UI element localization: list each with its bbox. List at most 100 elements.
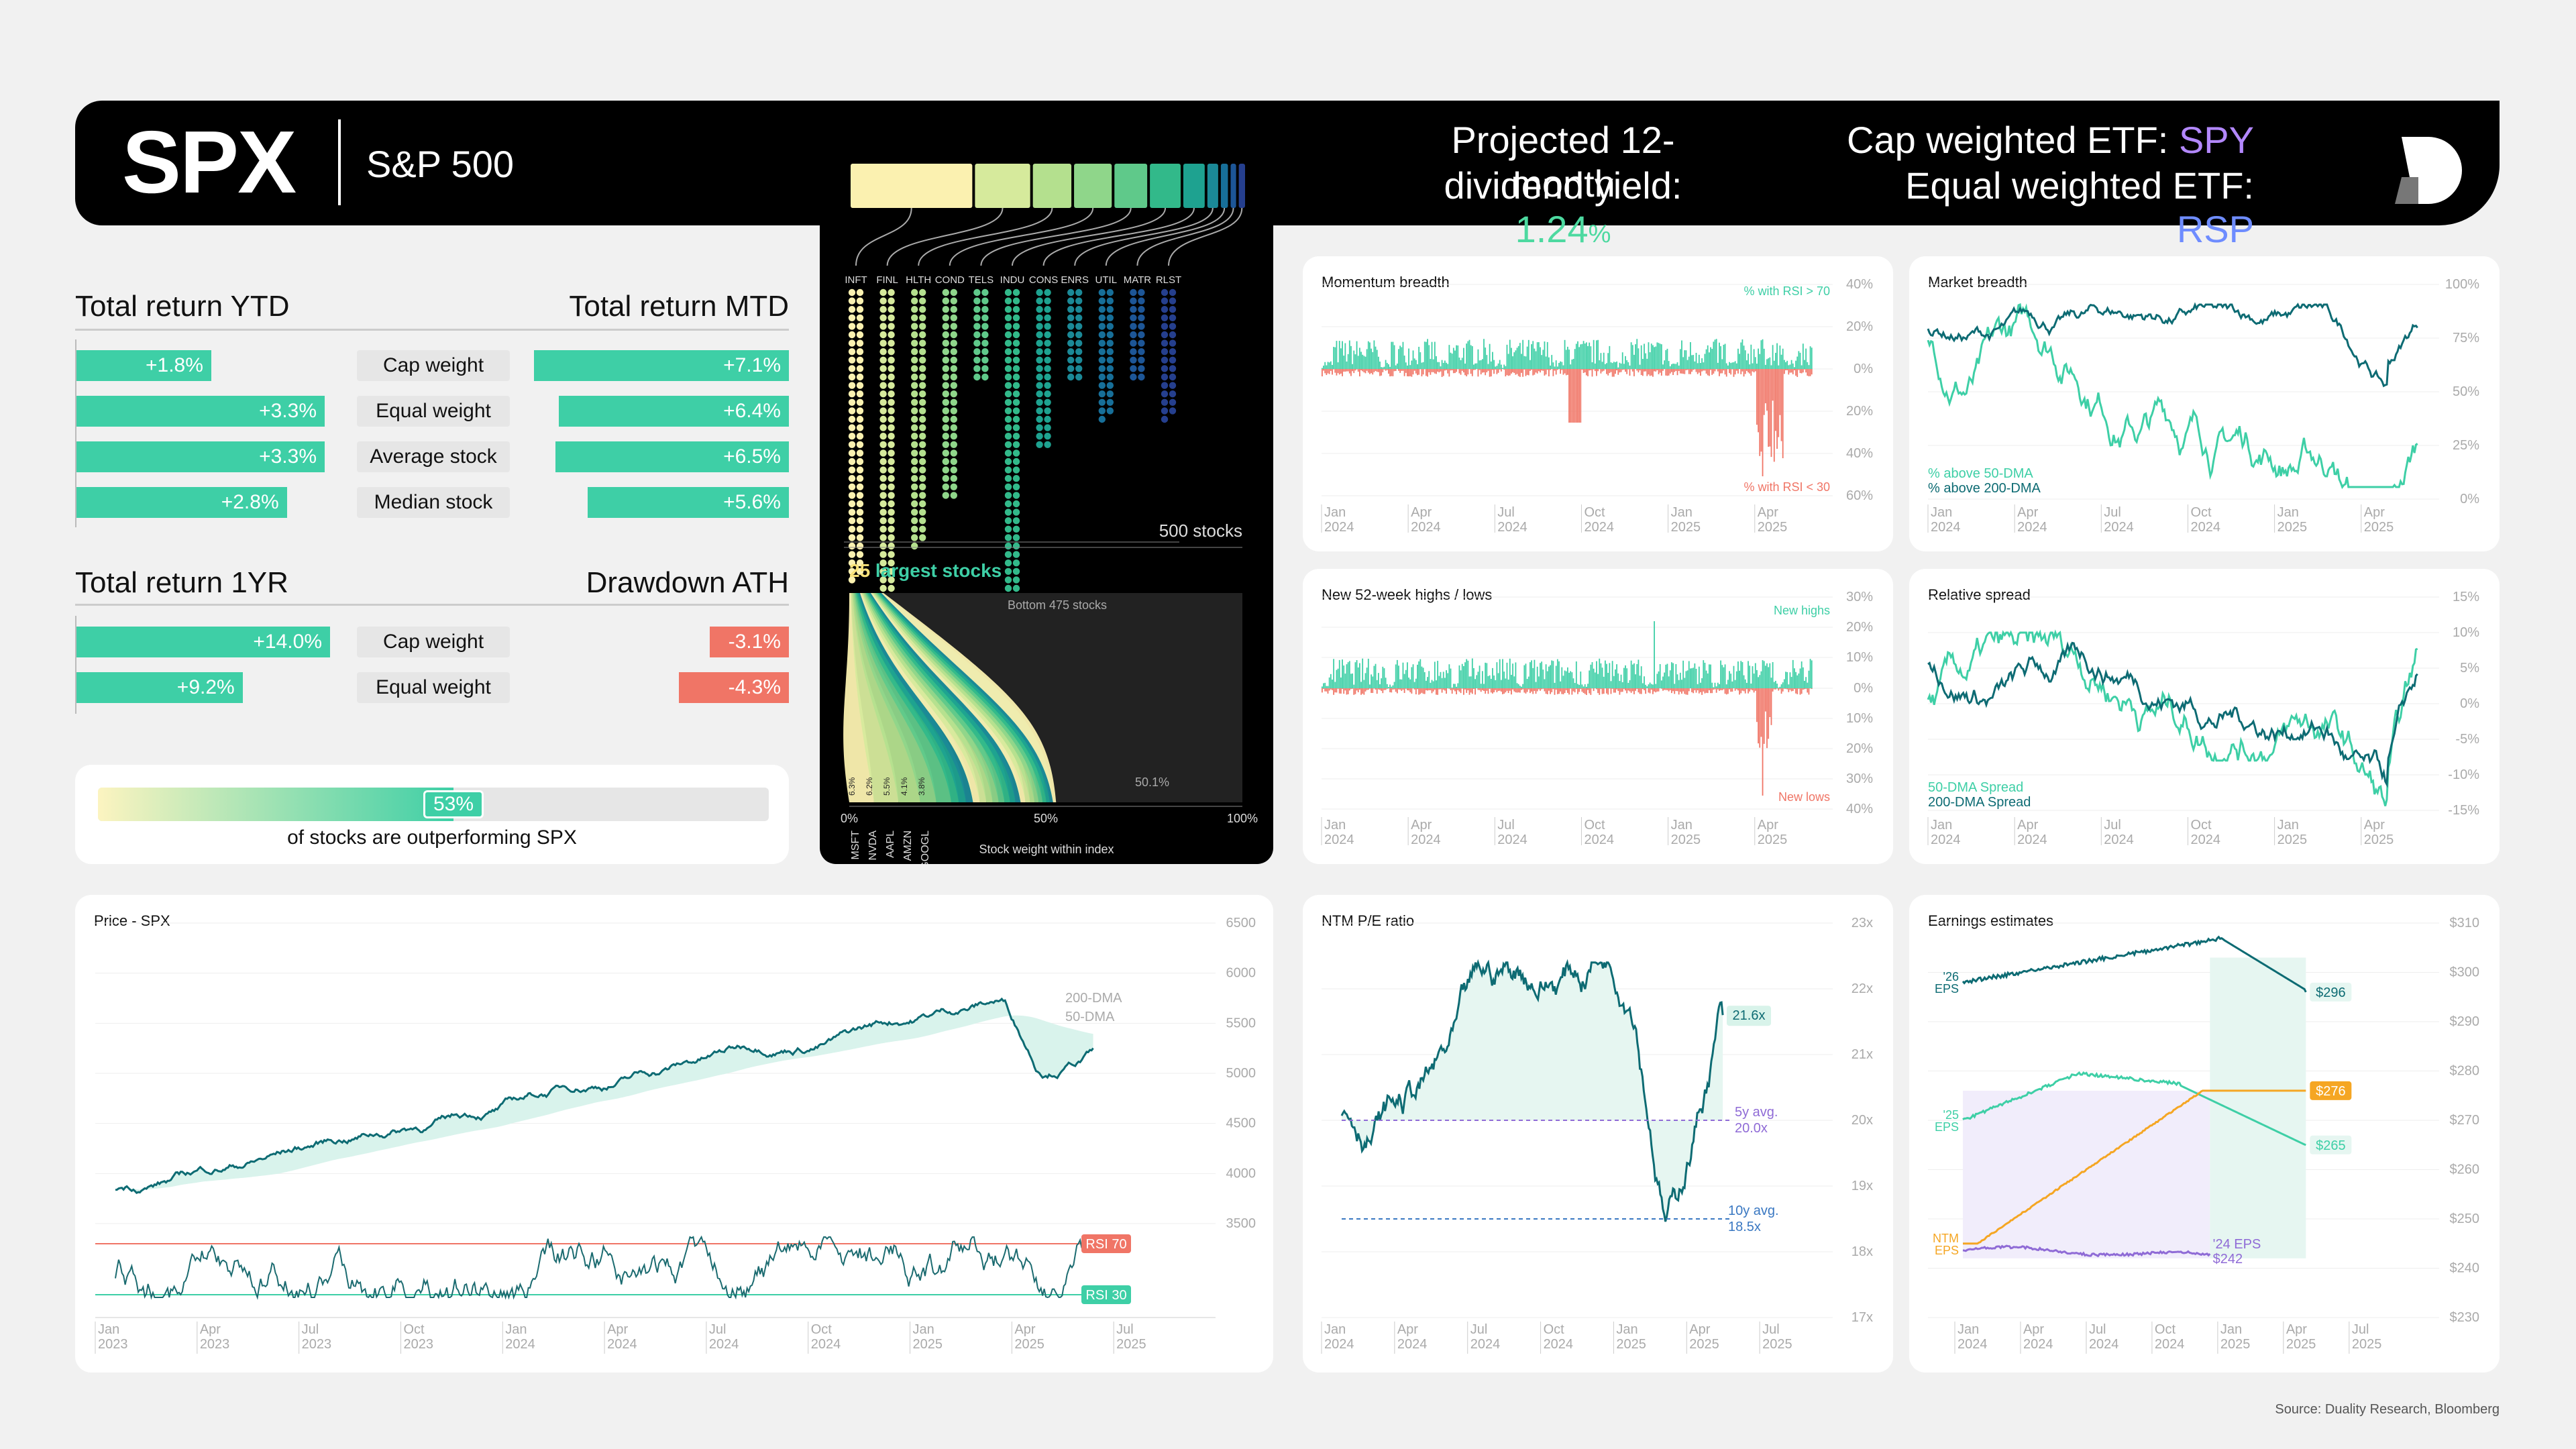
new-high-bar xyxy=(1619,681,1621,688)
rsi-low-bar xyxy=(1704,369,1706,371)
new-low-bar xyxy=(1729,688,1730,690)
stock-dot xyxy=(911,373,918,381)
new-high-bar xyxy=(1332,680,1333,688)
new-low-bar xyxy=(1492,688,1493,694)
new-high-bar xyxy=(1342,659,1343,688)
rsi-low-bar xyxy=(1631,369,1633,372)
rsi-high-bar xyxy=(1558,362,1560,369)
new-low-bar xyxy=(1676,688,1678,692)
new-low-bar xyxy=(1353,688,1355,695)
stock-dot xyxy=(919,323,926,330)
stock-dot xyxy=(1044,433,1051,440)
new-high-bar xyxy=(1405,669,1407,688)
new-low-bar xyxy=(1807,688,1809,693)
new-high-bar xyxy=(1645,684,1647,688)
x-tick: Apr xyxy=(2364,818,2385,833)
rsi-high-bar xyxy=(1772,345,1774,369)
stock-dot xyxy=(1004,288,1012,297)
stock-dot xyxy=(1012,466,1020,474)
stock-dot xyxy=(1044,415,1051,423)
rsi-low-bar xyxy=(1691,369,1693,372)
new-high-bar xyxy=(1740,661,1742,688)
rsi-low-bar xyxy=(1802,369,1804,373)
stock-dot xyxy=(1044,424,1051,431)
new-high-bar xyxy=(1694,663,1696,688)
new-low-bar xyxy=(1466,688,1468,693)
cap-etf-ticker[interactable]: SPY xyxy=(2178,119,2254,161)
y-tick: 75% xyxy=(2453,331,2479,345)
rsi-high-bar xyxy=(1392,341,1394,369)
y-tick: $310 xyxy=(2450,916,2480,930)
new-low-bar xyxy=(1629,688,1631,692)
new-high-bar xyxy=(1556,659,1558,688)
stock-dot xyxy=(1161,407,1169,415)
new-low-bar xyxy=(1456,688,1458,694)
new-low-bar xyxy=(1385,688,1387,690)
rsi-low-bar xyxy=(1606,369,1607,374)
rsi-low-bar xyxy=(1492,369,1493,370)
rsi-high-bar xyxy=(1457,345,1459,369)
outperform-card: 53% of stocks are outperforming SPX xyxy=(75,765,789,864)
rsi-high-bar xyxy=(1464,363,1466,369)
stock-dot xyxy=(1012,551,1020,558)
new-low-bar xyxy=(1752,688,1754,691)
stock-dot xyxy=(1067,373,1075,381)
stock-dot xyxy=(856,356,864,364)
new-high-bar xyxy=(1412,664,1414,688)
stock-dot xyxy=(973,365,981,372)
rsi-low-bar xyxy=(1644,369,1645,372)
new-high-bar xyxy=(1527,676,1529,688)
new-low-bar xyxy=(1577,688,1578,694)
stock-dot xyxy=(911,398,918,406)
new-low-bar xyxy=(1735,688,1737,690)
sector-weight-block xyxy=(1207,164,1218,208)
stock-dot xyxy=(856,398,864,406)
new-low-bar xyxy=(1467,688,1469,691)
new-high-bar xyxy=(1589,670,1591,688)
new-high-bar xyxy=(1385,678,1387,688)
rsi-high-bar xyxy=(1735,363,1737,369)
new-low-bar xyxy=(1694,688,1696,690)
y-tick: $260 xyxy=(2450,1163,2480,1177)
new-low-bar xyxy=(1509,688,1511,691)
new-high-bar xyxy=(1811,660,1813,688)
x-tick: 2024 xyxy=(1584,520,1614,535)
ytd-value: +2.8% xyxy=(221,491,279,513)
new-high-bar xyxy=(1743,675,1745,688)
equal-etf-ticker[interactable]: RSP xyxy=(2176,208,2254,250)
rsi-high-bar xyxy=(1375,346,1377,369)
stock-dot xyxy=(1161,365,1169,372)
stock-dot xyxy=(950,407,957,415)
new-low-bar xyxy=(1678,688,1680,695)
rsi-high-bar xyxy=(1711,349,1713,369)
y-tick: $250 xyxy=(2450,1212,2480,1226)
outperform-fill xyxy=(98,788,453,821)
top-stock-pct: 3.8% xyxy=(917,777,926,796)
new-high-bar xyxy=(1424,672,1426,688)
new-low-bar xyxy=(1538,688,1540,690)
stock-dot xyxy=(1012,348,1020,356)
x-tick: 2024 xyxy=(2104,520,2134,535)
rsi-high-bar xyxy=(1685,350,1687,369)
stock-dot xyxy=(1036,415,1043,423)
rsi-low-bar xyxy=(1509,369,1511,376)
stock-dot xyxy=(1004,415,1012,423)
new-high-bar xyxy=(1462,665,1464,688)
rsi-low-bar xyxy=(1442,369,1444,376)
rsi-high-bar xyxy=(1535,351,1537,369)
rsi-high-bar xyxy=(1776,343,1778,369)
mtd-bar xyxy=(555,441,789,472)
y-tick: 5000 xyxy=(1226,1066,1256,1081)
rsi-high-bar xyxy=(1780,354,1782,369)
stock-dot xyxy=(1004,517,1012,525)
new-high-bar xyxy=(1788,684,1790,688)
new-low-bar xyxy=(1393,688,1395,690)
stock-dot xyxy=(1036,348,1043,356)
rsi-low-bar xyxy=(1454,369,1456,374)
rsi-high-bar xyxy=(1725,363,1727,369)
new-high-bar xyxy=(1364,673,1366,688)
rsi-low-bar xyxy=(1358,369,1360,377)
new-low-bar xyxy=(1382,688,1384,694)
new-low-bar xyxy=(1519,688,1521,693)
